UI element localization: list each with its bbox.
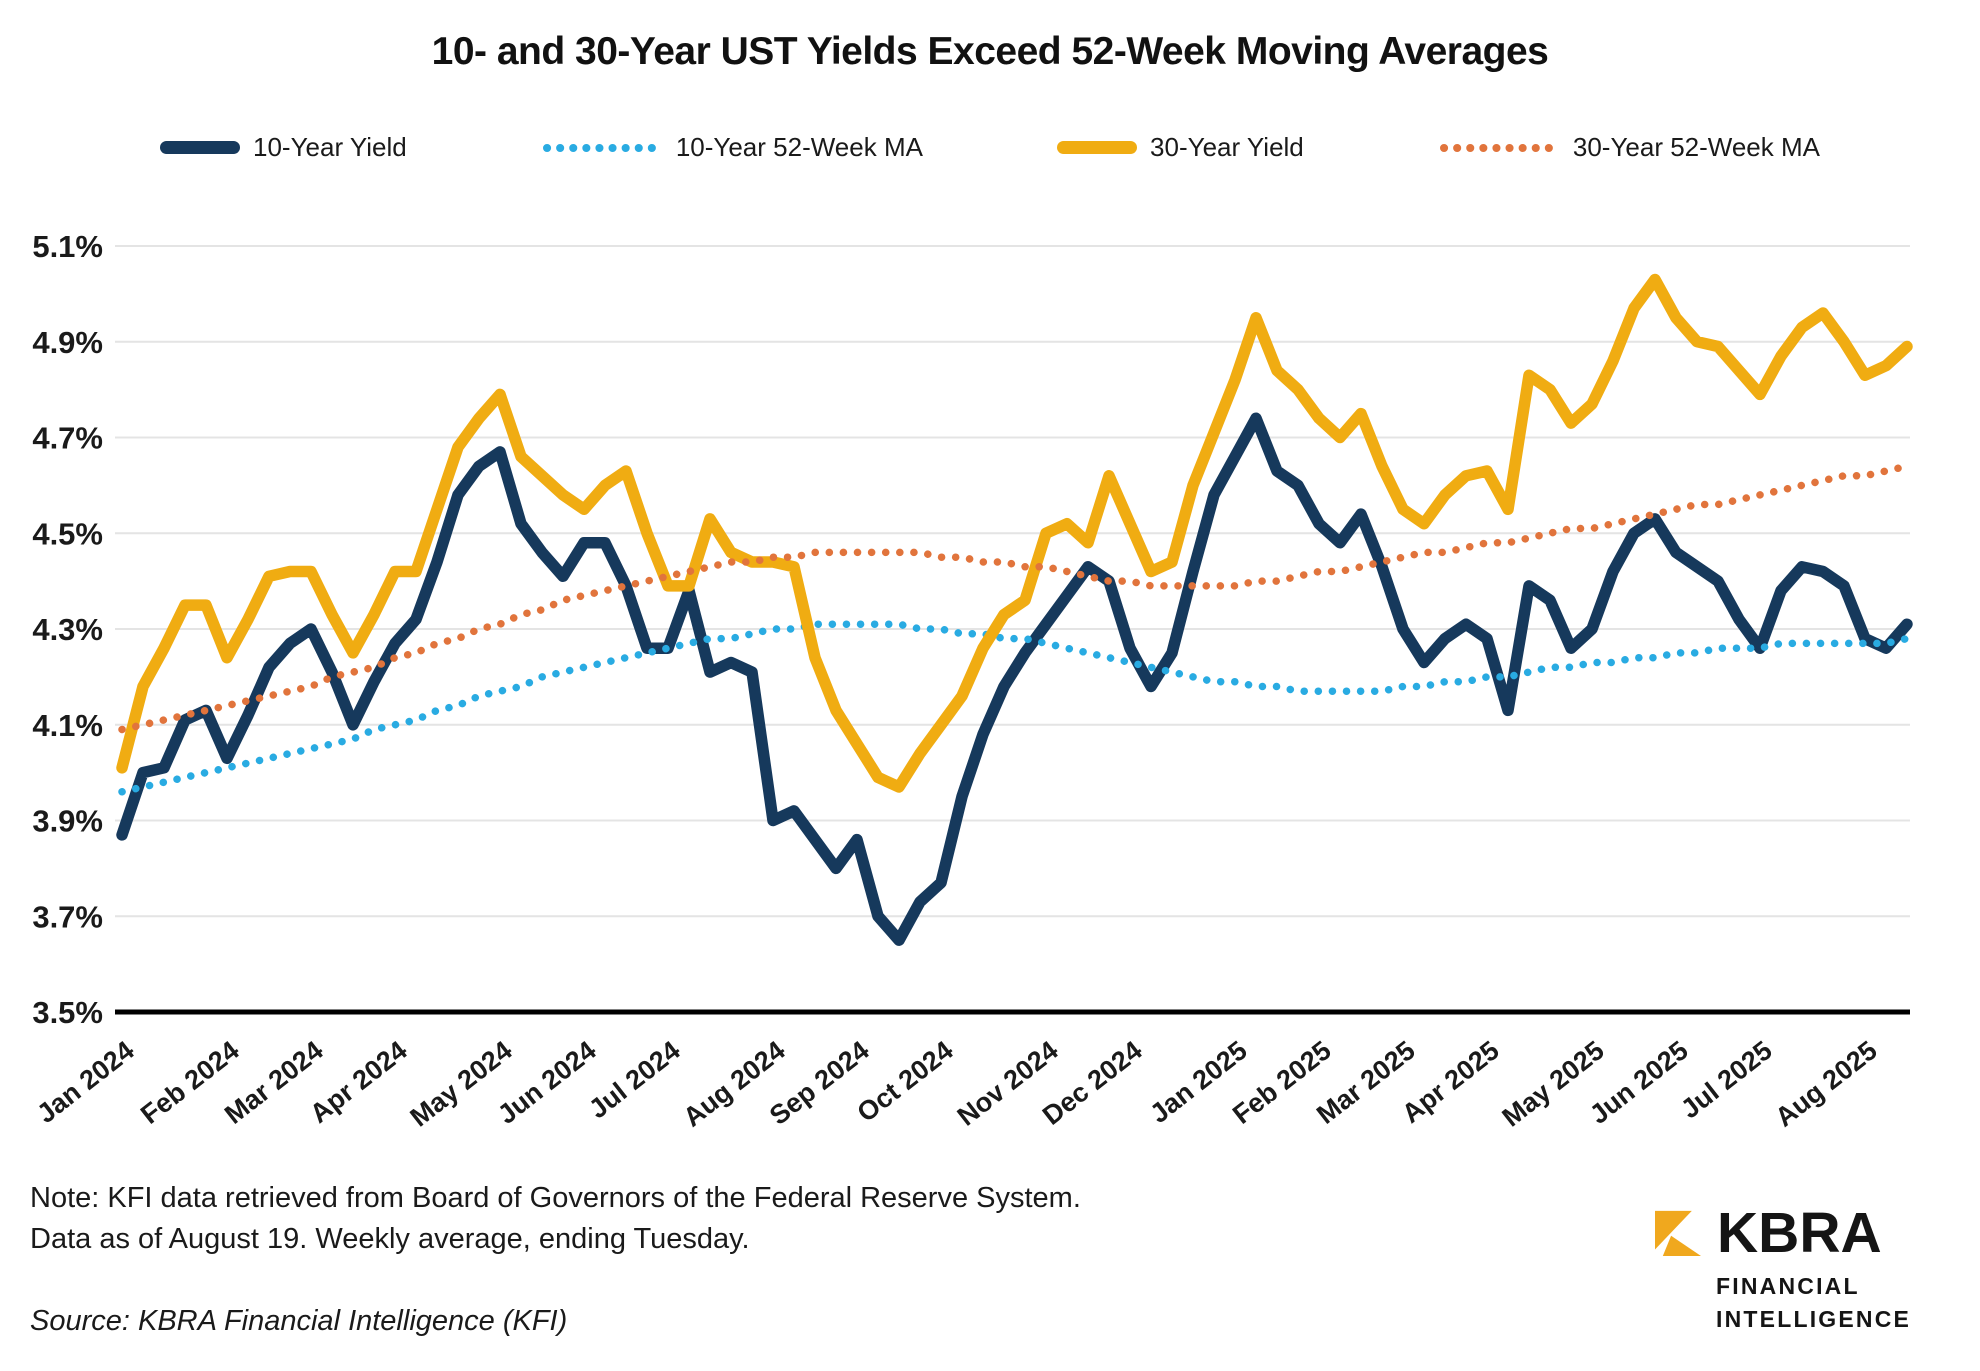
note-line-2: Data as of August 19. Weekly average, en… xyxy=(30,1223,750,1256)
legend-swatch-dotted xyxy=(1439,143,1560,152)
x-tick-label: Jul 2024 xyxy=(583,1035,685,1124)
y-tick-label: 3.7% xyxy=(32,899,103,934)
legend-label: 30-Year 52-Week MA xyxy=(1572,132,1820,162)
page-title: 10- and 30-Year UST Yields Exceed 52-Wee… xyxy=(431,30,1549,73)
legend-item-10-year-52-week-ma: 10-Year 52-Week MA xyxy=(541,132,923,163)
kbra-logo-intelligence: INTELLIGENCE xyxy=(1716,1305,1912,1332)
series-30-year-52-week-ma xyxy=(118,462,1911,734)
legend-swatch-solid xyxy=(1057,141,1138,154)
y-tick-label: 4.5% xyxy=(32,516,103,551)
x-tick-label: Aug 2025 xyxy=(1770,1035,1883,1133)
x-tick-label: Oct 2024 xyxy=(852,1035,959,1128)
legend-swatch-dotted xyxy=(542,143,663,152)
y-tick-label: 4.7% xyxy=(32,421,103,456)
series-10-year-yield xyxy=(116,412,1913,946)
kbra-logo-icon xyxy=(1655,1210,1701,1256)
legend-item-30-year-yield: 30-Year Yield xyxy=(1057,132,1304,163)
note-text: Note: KFI data retrieved from Board of G… xyxy=(30,1178,1081,1260)
x-tick-label: Jul 2025 xyxy=(1675,1035,1777,1124)
chart-legend: 10-Year Yield 10-Year 52-Week MA 30-Year Y… xyxy=(160,132,1820,163)
legend-item-30-year-52-week-ma: 30-Year 52-Week MA xyxy=(1438,132,1820,163)
y-tick-label: 3.5% xyxy=(32,995,103,1030)
y-tick-label: 5.1% xyxy=(32,229,103,264)
source-text: Source: KBRA Financial Intelligence (KFI… xyxy=(30,1305,568,1337)
y-tick-label: 4.1% xyxy=(32,708,103,743)
legend-item-10-year-yield: 10-Year Yield xyxy=(160,132,407,163)
legend-label: 10-Year Yield xyxy=(253,132,407,162)
kbra-logo-wordmark: KBRA xyxy=(1717,1201,1882,1265)
legend-label: 10-Year 52-Week MA xyxy=(675,132,923,162)
x-tick-label: Jan 2024 xyxy=(31,1035,139,1129)
legend-swatch-solid xyxy=(160,141,240,154)
y-tick-label: 3.9% xyxy=(32,804,103,839)
kbra-logo-financial: FINANCIAL xyxy=(1716,1273,1860,1300)
note-line-1: Note: KFI data retrieved from Board of G… xyxy=(30,1182,1081,1214)
series-10-year-52-week-ma xyxy=(118,620,1911,796)
y-tick-label: 4.3% xyxy=(32,612,103,647)
y-tick-label: 4.9% xyxy=(32,325,103,360)
series-30-year-yield xyxy=(116,273,1913,793)
kbra-logo: KBRA FINANCIAL INTELLIGENCE xyxy=(1655,1201,1945,1335)
legend-label: 30-Year Yield xyxy=(1150,132,1304,162)
